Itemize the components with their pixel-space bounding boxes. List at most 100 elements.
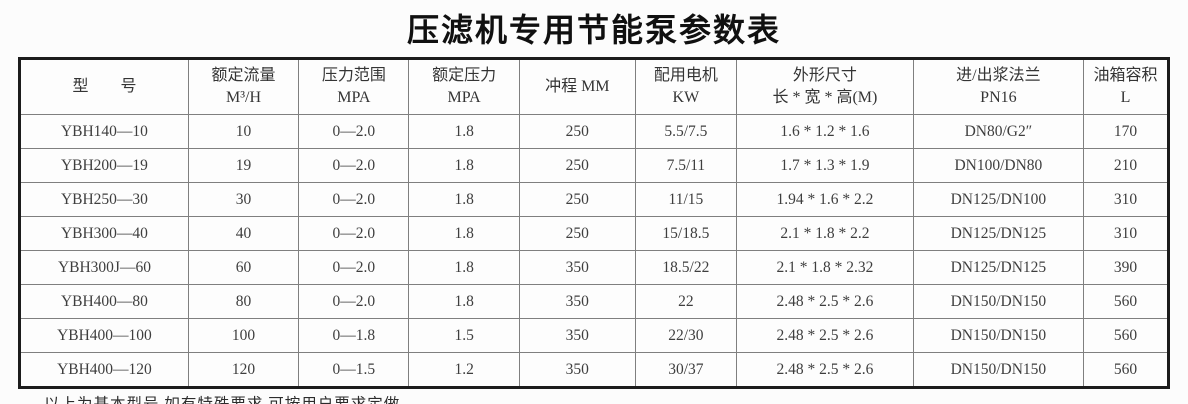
header-line: 长 * 宽 * 高(M) (772, 89, 878, 106)
col-header-motor: 配用电机 KW (634, 58, 737, 115)
table-header: 型 号 额定流量 M³/H 压力范围 MPA 额定压力 MPA 冲程 MM (19, 58, 1170, 115)
header-line: 配用电机 (653, 67, 718, 85)
cell-rated-pressure: 1.2 (408, 352, 520, 388)
cell-flange: DN125/DN125 (912, 216, 1084, 251)
header-line: KW (672, 89, 700, 106)
cell-motor: 11/15 (634, 182, 737, 217)
cell-rated-pressure: 1.8 (408, 250, 520, 285)
page-title: 压滤机专用节能泵参数表 (406, 12, 781, 48)
cell-rated-pressure: 1.8 (408, 216, 520, 251)
cell-rated-flow: 100 (187, 318, 300, 353)
cell-motor: 30/37 (634, 352, 737, 388)
cell-dimensions: 2.48 * 2.5 * 2.6 (735, 284, 914, 319)
cell-dimensions: 2.48 * 2.5 * 2.6 (735, 352, 914, 388)
table-row: YBH200—19 19 0—2.0 1.8 250 7.5/11 1.7 * … (19, 148, 1170, 183)
table-row: YBH300J—60 60 0—2.0 1.8 350 18.5/22 2.1 … (19, 250, 1170, 285)
col-header-model: 型 号 (19, 58, 189, 115)
cell-pressure-range: 0—2.0 (298, 250, 410, 285)
cell-rated-flow: 40 (187, 216, 300, 251)
col-header-rated-pressure: 额定压力 MPA (408, 58, 520, 115)
cell-flange: DN150/DN150 (912, 284, 1084, 319)
header-line: 额定压力 (432, 67, 497, 85)
footer-note: 以上为基本型号,如有特殊要求,可按用户要求定做。 (44, 392, 1188, 404)
cell-flange: DN125/DN100 (912, 182, 1084, 217)
cell-tank-volume: 310 (1082, 216, 1170, 251)
header-line: 压力范围 (321, 67, 386, 85)
header-line: MPA (447, 89, 481, 106)
cell-model: YBH300J—60 (19, 250, 189, 285)
cell-model: YBH400—120 (19, 352, 189, 388)
cell-rated-flow: 30 (187, 182, 300, 217)
col-header-dimensions: 外形尺寸 长 * 宽 * 高(M) (735, 58, 914, 115)
cell-rated-pressure: 1.8 (408, 182, 520, 217)
cell-stroke: 250 (518, 114, 636, 149)
cell-model: YBH200—19 (19, 148, 189, 183)
header-line: 冲程 MM (545, 78, 610, 96)
table-row: YBH400—100 100 0—1.8 1.5 350 22/30 2.48 … (19, 318, 1170, 353)
cell-flange: DN80/G2″ (912, 114, 1084, 149)
cell-rated-pressure: 1.5 (408, 318, 520, 353)
cell-model: YBH400—100 (19, 318, 189, 353)
cell-dimensions: 1.6 * 1.2 * 1.6 (735, 114, 914, 149)
cell-pressure-range: 0—2.0 (298, 148, 410, 183)
cell-dimensions: 2.1 * 1.8 * 2.32 (735, 250, 914, 285)
cell-rated-flow: 80 (187, 284, 300, 319)
cell-rated-pressure: 1.8 (408, 148, 520, 183)
cell-stroke: 250 (518, 148, 636, 183)
table-row: YBH250—30 30 0—2.0 1.8 250 11/15 1.94 * … (19, 182, 1170, 217)
header-line: 额定流量 (211, 67, 276, 85)
cell-model: YBH400—80 (19, 284, 189, 319)
cell-tank-volume: 310 (1082, 182, 1170, 217)
col-header-rated-flow: 额定流量 M³/H (187, 58, 300, 115)
cell-rated-pressure: 1.8 (408, 114, 520, 149)
cell-rated-flow: 120 (187, 352, 300, 388)
header-line: PN16 (980, 89, 1017, 106)
cell-model: YBH140—10 (19, 114, 189, 149)
cell-dimensions: 2.1 * 1.8 * 2.2 (735, 216, 914, 251)
cell-tank-volume: 560 (1082, 284, 1170, 319)
cell-motor: 7.5/11 (634, 148, 737, 183)
cell-model: YBH250—30 (19, 182, 189, 217)
col-header-stroke: 冲程 MM (518, 58, 636, 115)
cell-dimensions: 2.48 * 2.5 * 2.6 (735, 318, 914, 353)
cell-tank-volume: 170 (1082, 114, 1170, 149)
cell-rated-pressure: 1.8 (408, 284, 520, 319)
cell-tank-volume: 390 (1082, 250, 1170, 285)
cell-stroke: 350 (518, 352, 636, 388)
cell-pressure-range: 0—1.5 (298, 352, 410, 388)
cell-rated-flow: 60 (187, 250, 300, 285)
cell-flange: DN100/DN80 (912, 148, 1084, 183)
col-header-tank-volume: 油箱容积 L (1082, 58, 1170, 115)
col-header-pressure-range: 压力范围 MPA (298, 58, 410, 115)
cell-pressure-range: 0—2.0 (298, 182, 410, 217)
cell-stroke: 350 (518, 284, 636, 319)
cell-stroke: 350 (518, 250, 636, 285)
cell-motor: 22 (634, 284, 737, 319)
header-row: 型 号 额定流量 M³/H 压力范围 MPA 额定压力 MPA 冲程 MM (19, 58, 1170, 115)
cell-tank-volume: 560 (1082, 352, 1170, 388)
cell-flange: DN150/DN150 (912, 352, 1084, 388)
cell-stroke: 250 (518, 216, 636, 251)
header-line: M³/H (226, 89, 262, 106)
table-body: YBH140—10 10 0—2.0 1.8 250 5.5/7.5 1.6 *… (19, 114, 1170, 388)
cell-pressure-range: 0—2.0 (298, 284, 410, 319)
cell-pressure-range: 0—1.8 (298, 318, 410, 353)
cell-tank-volume: 210 (1082, 148, 1170, 183)
cell-dimensions: 1.94 * 1.6 * 2.2 (735, 182, 914, 217)
cell-motor: 5.5/7.5 (634, 114, 737, 149)
header-line: 外形尺寸 (792, 67, 857, 85)
col-header-flange: 进/出浆法兰 PN16 (912, 58, 1084, 115)
header-line: 进/出浆法兰 (956, 67, 1041, 85)
cell-dimensions: 1.7 * 1.3 * 1.9 (735, 148, 914, 183)
cell-pressure-range: 0—2.0 (298, 114, 410, 149)
cell-motor: 22/30 (634, 318, 737, 353)
header-line: L (1120, 89, 1131, 106)
pump-parameters-table: 型 号 额定流量 M³/H 压力范围 MPA 额定压力 MPA 冲程 MM (18, 57, 1170, 389)
cell-pressure-range: 0—2.0 (298, 216, 410, 251)
cell-model: YBH300—40 (19, 216, 189, 251)
cell-flange: DN125/DN125 (912, 250, 1084, 285)
table-row: YBH140—10 10 0—2.0 1.8 250 5.5/7.5 1.6 *… (19, 114, 1170, 149)
header-line: 油箱容积 (1093, 67, 1158, 85)
cell-rated-flow: 10 (187, 114, 300, 149)
